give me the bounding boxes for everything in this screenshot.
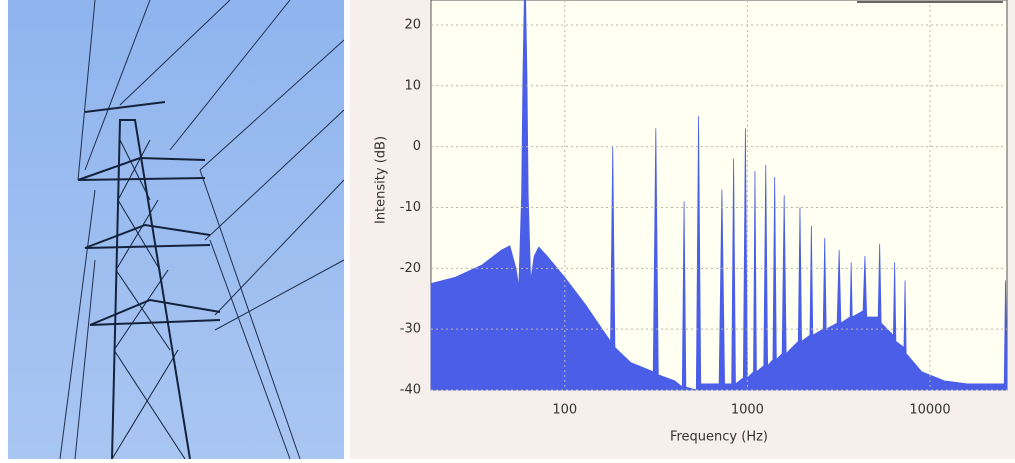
x-tick-label: 10000 (909, 403, 950, 418)
y-axis-title: Intensity (dB) (374, 136, 389, 224)
photo (8, 0, 345, 460)
y-tick-label: -20 (400, 261, 421, 276)
y-tick-label: -30 (400, 322, 421, 337)
spectrum-area (430, 0, 1008, 391)
y-tick-label: 10 (404, 78, 421, 93)
y-tick-label: -40 (400, 383, 421, 398)
x-axis-title: Frequency (Hz) (670, 430, 768, 445)
x-tick-label: 100 (552, 403, 577, 418)
x-tick-label: 1000 (731, 403, 764, 418)
y-tick-label: 20 (404, 17, 421, 32)
y-tick-label: -10 (400, 200, 421, 215)
y-tick-label: 0 (413, 139, 421, 154)
